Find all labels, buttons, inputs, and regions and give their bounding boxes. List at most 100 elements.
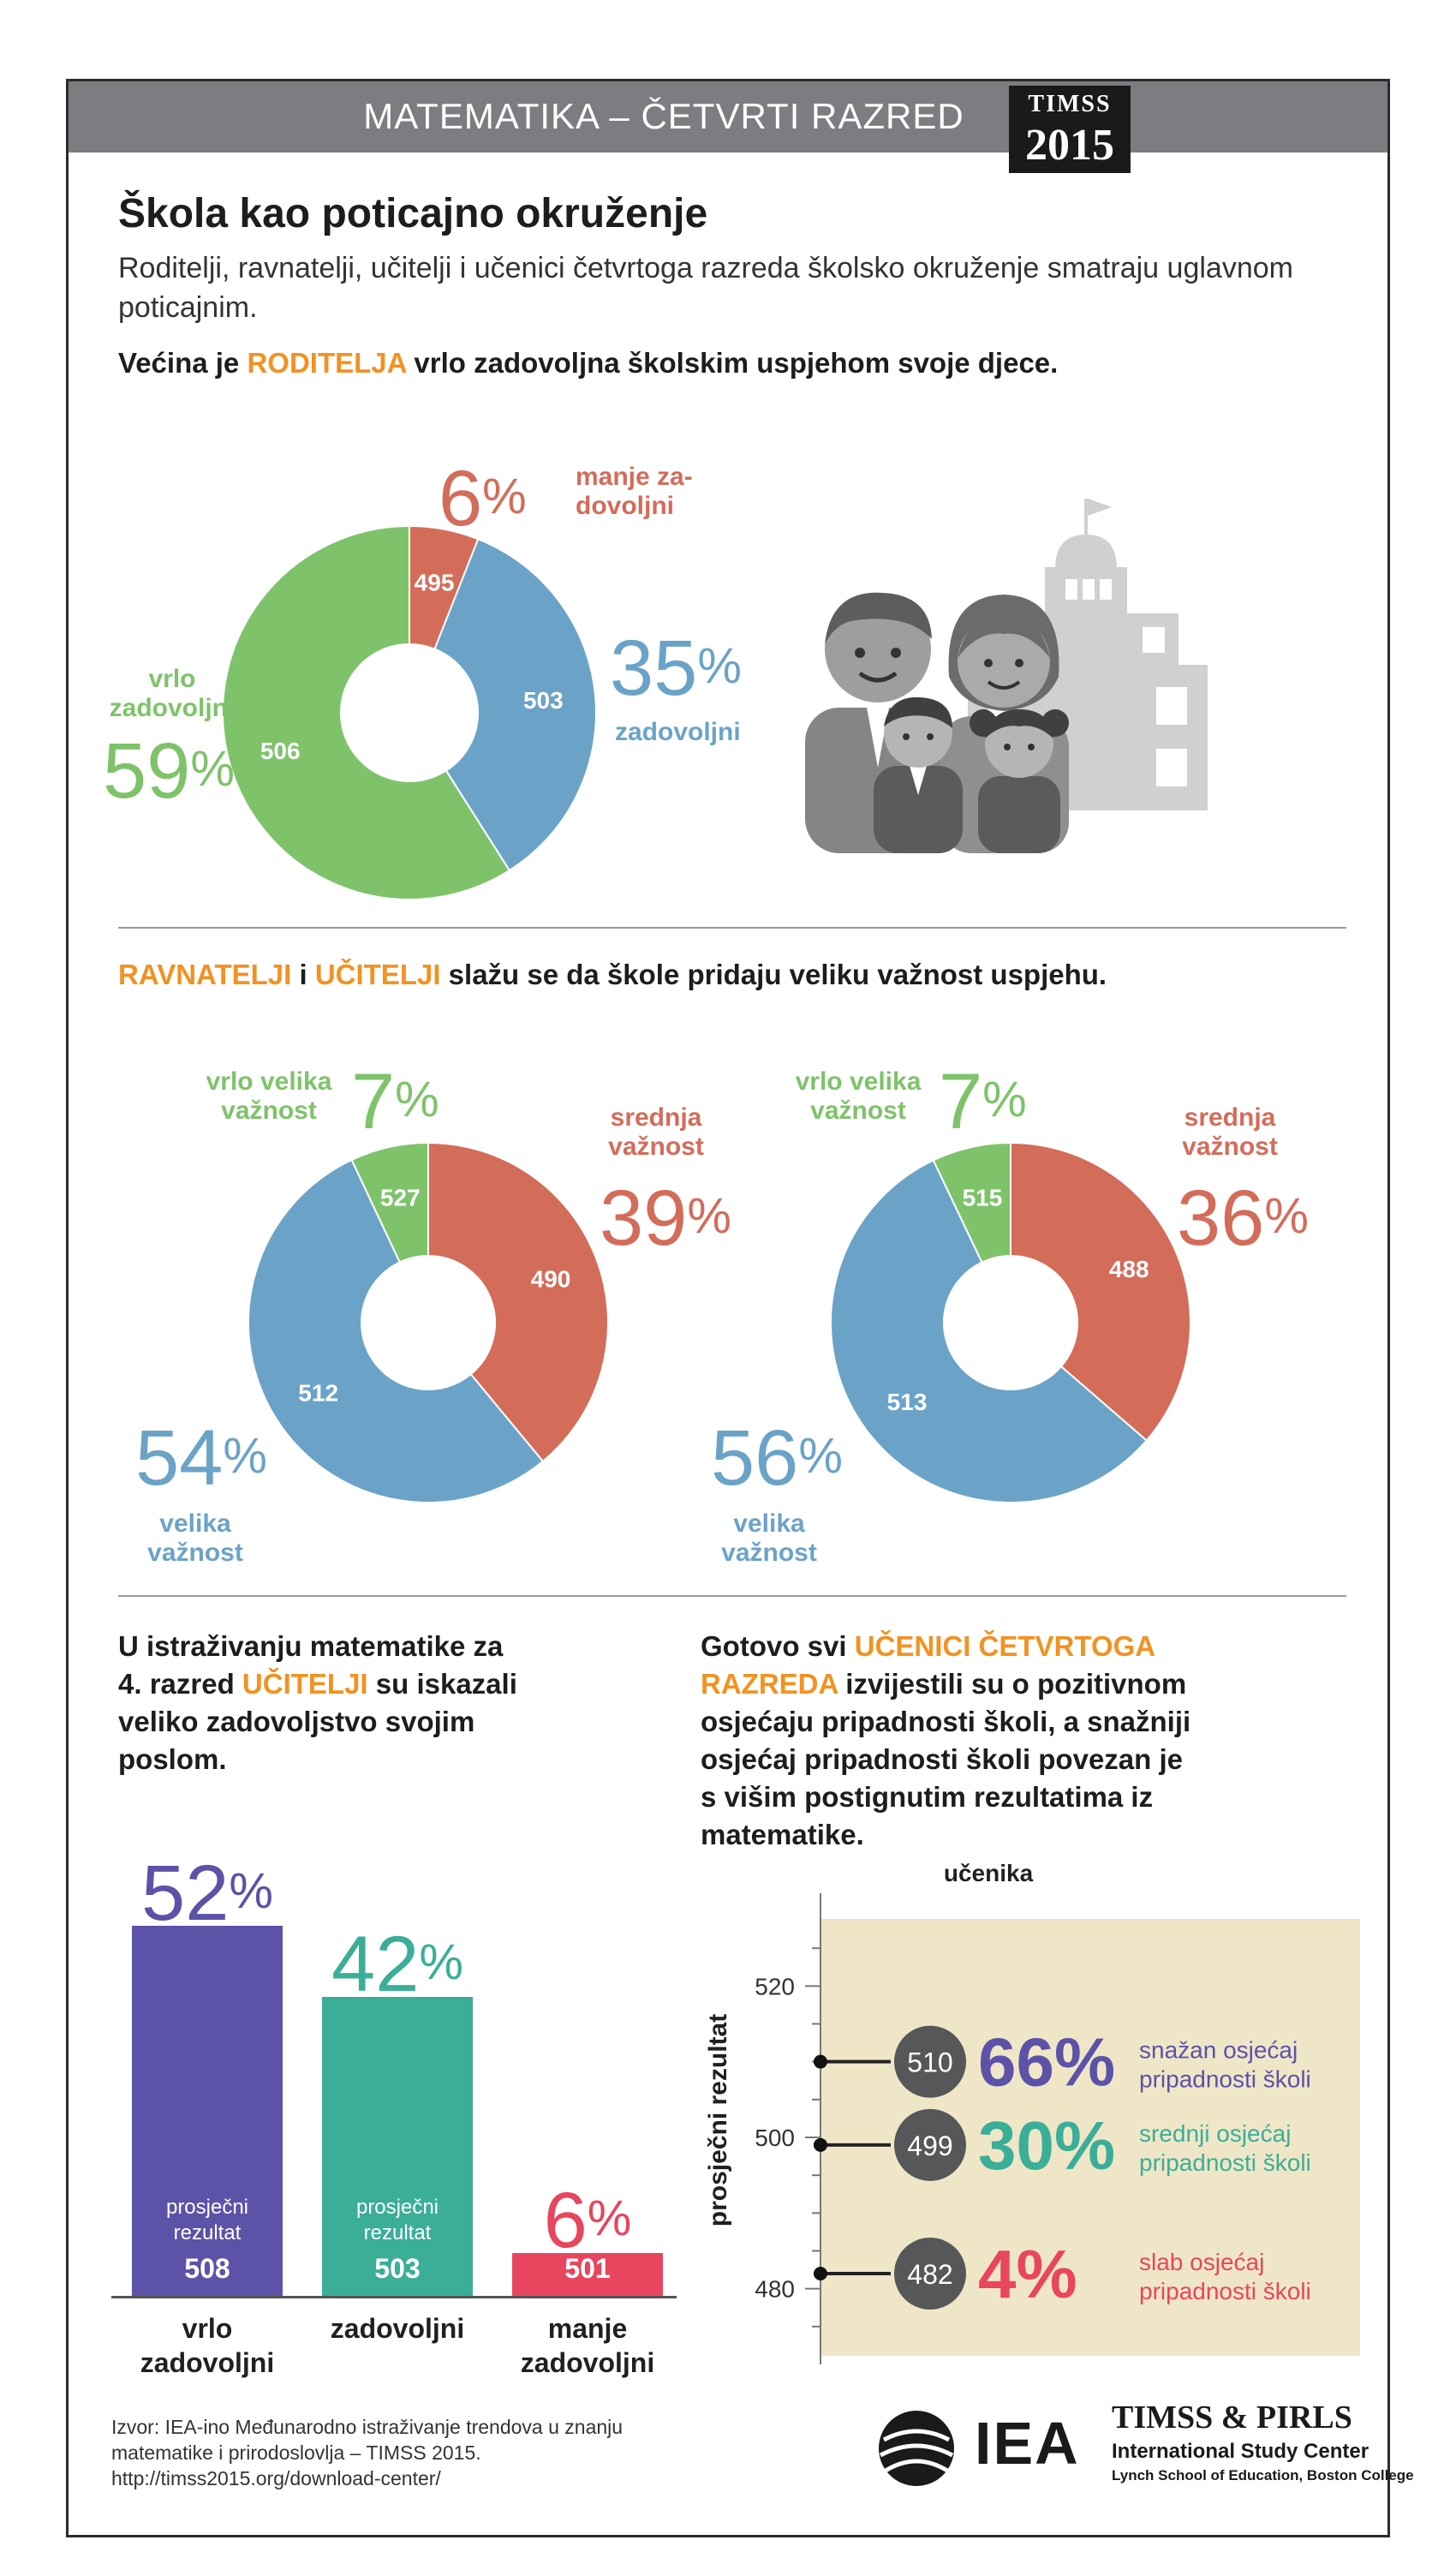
percent-value: 30% (978, 2107, 1115, 2184)
bar-avg-score-caption: prosječni rezultat (165, 2196, 249, 2244)
score-badge-value: 482 (907, 2259, 952, 2290)
bar-percent-label: 42% (331, 1921, 463, 2008)
y-tick-label: 480 (755, 2276, 795, 2303)
source-url: http://timss2015.org/download-center/ (111, 2467, 441, 2489)
score-badge-value: 510 (907, 2047, 952, 2078)
percent-value: 4% (978, 2236, 1077, 2312)
boston-college-name: Lynch School of Education, Boston Colleg… (1112, 2467, 1414, 2483)
section1-headline: Većina je RODITELJA vrlo zadovoljna škol… (118, 344, 1058, 382)
bar-category-label: vrlo zadovoljni (140, 2313, 275, 2378)
donut3-pct-high: 56% (711, 1414, 843, 1502)
page-subtitle: Roditelji, ravnatelji, učitelji i učenic… (118, 252, 1293, 324)
donut3-label-very-high: vrlo velika važnost (795, 1067, 922, 1125)
isc-name: International Study Center (1112, 2440, 1369, 2463)
donut1-label-very-satisfied: vrlo zadovoljni (109, 665, 236, 722)
page-frame (66, 79, 1390, 2537)
donut3-label-high: velika važnost (721, 1509, 817, 1567)
column-header: učenika (944, 1860, 1034, 1886)
category-label: slab osjećaj (1139, 2249, 1264, 2275)
page-title: Škola kao poticajno okruženje (118, 191, 708, 236)
bar-category-label: zadovoljni (330, 2313, 465, 2344)
section1-headline-pre: Većina je (118, 347, 248, 379)
timss-2015-logo: TIMSS 2015 (1009, 86, 1131, 173)
donut-chart-teachers: 488 513 515 (830, 1141, 1191, 1503)
slice-score-label: 488 (1109, 1256, 1149, 1282)
donut-slice (433, 538, 597, 872)
iea-globe-icon (879, 2411, 954, 2486)
donut1-pct-less-satisfied: 6% (439, 455, 527, 542)
iea-logo-text: IEA (975, 2410, 1080, 2477)
slice-score-label: 506 (260, 738, 301, 764)
donut1-pct-very-satisfied: 59% (103, 727, 235, 815)
source-note: Izvor: IEA-ino Međunarodno istraživanje … (111, 2414, 711, 2491)
logo-year: 2015 (1025, 121, 1114, 170)
donut-slice (830, 1159, 1149, 1503)
section4-headline: Gotovo svi UČENICI ČETVRTOGA RAZREDA izv… (701, 1630, 1191, 1850)
section1-highlight: RODITELJA (247, 347, 407, 379)
slice-score-label: 503 (523, 687, 564, 714)
point-dot (814, 2054, 827, 2069)
y-tick-label: 520 (755, 1973, 795, 1999)
divider-2 (118, 1595, 1346, 1597)
section3-headline: U istraživanju matematike za 4. razred U… (118, 1630, 517, 1775)
slice-score-label: 490 (531, 1266, 571, 1293)
category-label: srednji osjećaj (1139, 2120, 1291, 2147)
point-dot (814, 2267, 827, 2280)
donut1-label-satisfied: zadovoljni (615, 718, 741, 746)
slice-score-label: 495 (415, 570, 455, 596)
bar (132, 1926, 283, 2296)
slice-score-label: 512 (298, 1379, 338, 1406)
school-family-illustration (805, 499, 1208, 853)
slice-score-label: 513 (887, 1389, 928, 1415)
donut-chart-parents: 495 503 506 (221, 524, 597, 900)
bar-score-value: 503 (374, 2253, 421, 2284)
donut2-pct-very-high: 7% (351, 1058, 439, 1145)
slice-score-label: 515 (963, 1185, 1003, 1211)
category-label: pripadnosti školi (1139, 2066, 1311, 2093)
bar-percent-label: 52% (141, 1850, 273, 1937)
point-dot (814, 2137, 827, 2152)
logo-timss: TIMSS (1028, 91, 1112, 117)
donut3-pct-very-high: 7% (939, 1058, 1027, 1145)
bar-percent-label: 6% (543, 2177, 632, 2264)
donut1-label-less-satisfied: manje za-dovoljni (576, 463, 693, 520)
bar (322, 1997, 473, 2296)
donut2-pct-medium: 39% (600, 1174, 731, 1262)
donut-slice (221, 524, 511, 900)
girl-icon (970, 709, 1069, 853)
donut2-label-very-high: vrlo velika važnost (206, 1067, 332, 1125)
score-badge (894, 2108, 966, 2181)
donut3-pct-medium: 36% (1177, 1174, 1309, 1262)
section1-headline-post: vrlo zadovoljna školskim uspjehom svoje … (406, 347, 1059, 379)
slice-score-label: 527 (380, 1185, 421, 1211)
y-axis-label: prosječni rezultat (704, 2014, 732, 2226)
bar-avg-score-caption: prosječni rezultat (355, 2196, 439, 2244)
divider-1 (118, 927, 1346, 929)
donut-slice (350, 1141, 429, 1264)
category-label: pripadnosti školi (1139, 2149, 1311, 2176)
section2-headline: RAVNATELJI i UČITELJI slažu se da škole … (118, 959, 1107, 990)
header-title: MATEMATIKA – ČETVRTI RAZRED (363, 96, 964, 136)
donut-chart-principals: 490 512 527 (248, 1141, 609, 1503)
bar-baseline (111, 2296, 677, 2298)
bar-chart-teacher-satisfaction: 52% prosječni rezultat 508 vrlo zadovoljni 42%… (111, 1782, 677, 2382)
category-label: snažan osjećaj (1139, 2037, 1298, 2064)
donut2-label-high: velika važnost (147, 1509, 243, 1567)
boy-icon (874, 696, 963, 853)
section4-highlight-2: RAZREDA (701, 1668, 838, 1700)
donut-slice (1010, 1141, 1191, 1442)
donut2-pct-high: 54% (135, 1414, 267, 1502)
bar-score-value: 508 (184, 2253, 230, 2284)
y-tick-label: 500 (755, 2125, 795, 2151)
donut2-label-medium: srednja važnost (608, 1103, 704, 1161)
bar-score-value: 501 (564, 2253, 611, 2284)
section4-highlight-1: UČENICI ČETVRTOGA (854, 1630, 1156, 1662)
section2-highlight-principals: RAVNATELJI (118, 959, 292, 990)
category-label: pripadnosti školi (1139, 2278, 1311, 2304)
donut-slice (932, 1141, 1011, 1264)
percent-value: 66% (978, 2024, 1115, 2101)
donut-slice (248, 1158, 545, 1503)
section3-highlight: UČITELJI (242, 1668, 368, 1700)
bar-category-label: manje zadovoljni (520, 2313, 655, 2378)
